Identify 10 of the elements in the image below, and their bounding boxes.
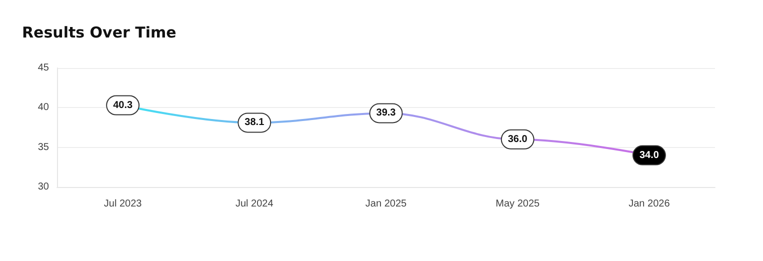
x-tick-label: Jul 2023	[104, 198, 142, 210]
y-tick-label: 45	[38, 62, 50, 74]
y-tick-label: 40	[38, 102, 50, 114]
y-tick-label: 30	[38, 182, 50, 192]
x-tick-label: Jan 2025	[365, 198, 408, 210]
chart-title: Results Over Time	[22, 24, 176, 42]
y-tick-label: 35	[38, 142, 50, 153]
x-tick-label: May 2025	[496, 198, 540, 210]
x-tick-label: Jan 2026	[628, 198, 670, 210]
x-tick-label: Jul 2024	[235, 198, 274, 210]
